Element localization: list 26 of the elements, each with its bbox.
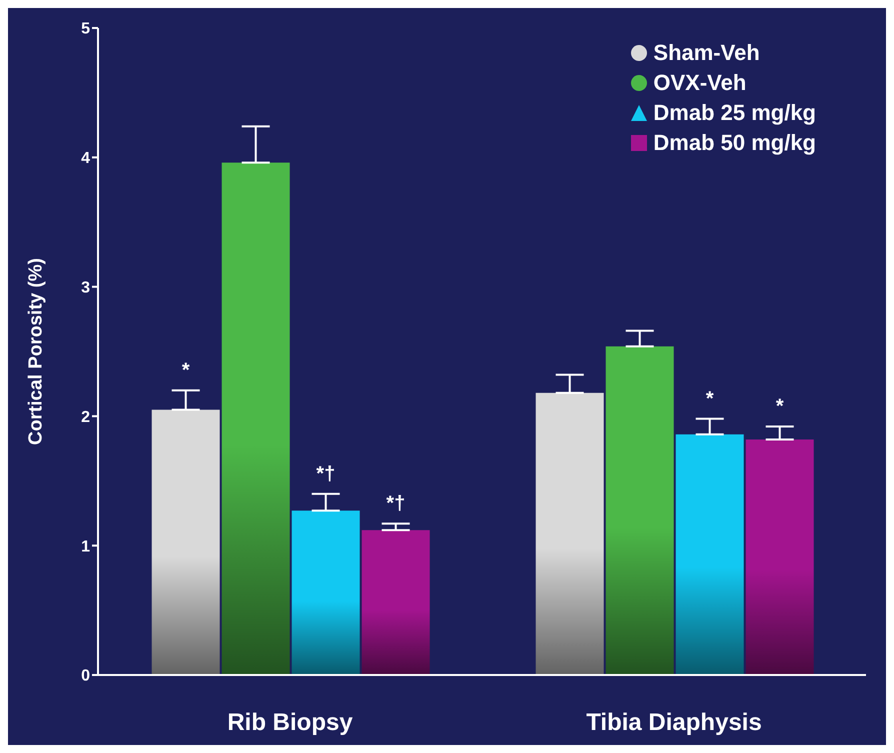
- data-label: *: [776, 396, 784, 418]
- legend-label: Sham-Veh: [653, 39, 760, 67]
- y-tick-label: 3: [81, 279, 90, 296]
- x-tick-label: Rib Biopsy: [227, 709, 354, 736]
- legend-label: Dmab 50 mg/kg: [653, 129, 816, 157]
- bar: [606, 346, 674, 675]
- data-label: *†: [386, 492, 406, 515]
- y-tick-label: 2: [81, 408, 90, 426]
- data-label: *: [182, 359, 190, 382]
- bar: [152, 410, 220, 675]
- data-label: *: [706, 388, 714, 410]
- bar: [292, 510, 360, 675]
- bar: [676, 434, 744, 675]
- bar: [746, 439, 814, 675]
- y-tick-label: 1: [81, 538, 90, 556]
- legend-label: OVX-Veh: [653, 69, 746, 97]
- legend-label: Dmab 25 mg/kg: [653, 99, 816, 127]
- bar: [362, 530, 430, 675]
- bar: [536, 392, 604, 675]
- data-label: *†: [316, 462, 336, 485]
- y-tick-label: 5: [81, 20, 90, 38]
- x-tick-label: Tibia Diaphysis: [586, 709, 762, 736]
- y-tick-label: 0: [81, 668, 90, 685]
- y-axis-title: Cortical Porosity (%): [26, 258, 47, 445]
- y-tick-label: 4: [81, 150, 90, 168]
- bar: [222, 162, 290, 675]
